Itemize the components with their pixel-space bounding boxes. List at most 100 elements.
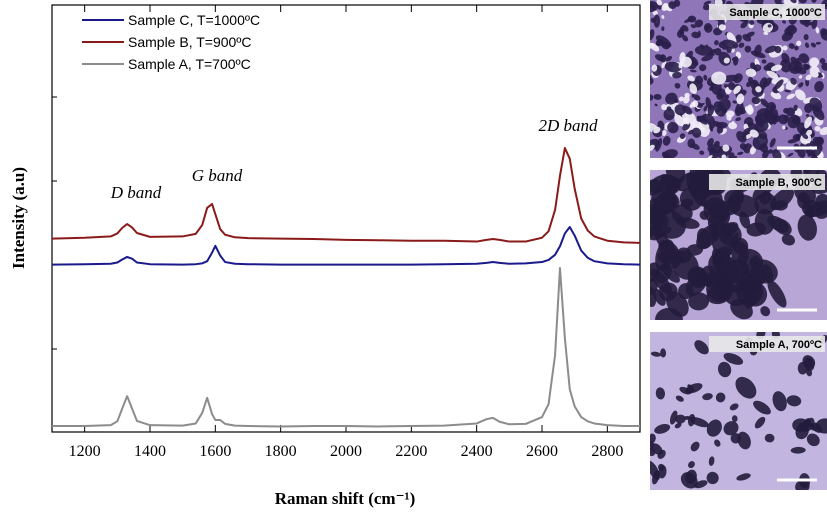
particle [702,4,711,11]
particle [781,234,795,246]
particle [735,117,742,122]
particle [708,223,720,241]
particle [801,133,809,140]
particle [665,92,678,105]
particle [694,340,709,355]
series-line [51,226,641,266]
particle [767,24,772,28]
particle [713,101,726,117]
particle [650,225,663,241]
particle [738,42,745,48]
particle [714,439,721,447]
particle [758,77,768,91]
particle [747,77,754,84]
particle [705,25,711,31]
particle [768,149,774,154]
particle [650,94,654,101]
particle [716,126,724,134]
particle [751,96,761,105]
particle [706,419,722,437]
particle [723,352,744,365]
particle [690,143,700,150]
micrograph: Sample A, 700ºC [650,332,827,490]
particle [695,75,704,84]
annotation: 2D band [538,116,598,135]
particle [815,41,821,45]
particle [755,112,768,126]
particle [661,41,670,50]
particle [805,74,812,81]
particle [679,26,684,36]
particle [661,265,680,283]
particle [679,133,686,140]
particle [739,143,748,151]
particle [812,0,817,3]
particle [743,127,751,135]
x-axis-label: Raman shift (cm⁻¹) [275,489,416,508]
particle [687,15,697,23]
particle [661,15,665,19]
particle [654,423,671,434]
particle [790,56,798,64]
particle [753,64,762,72]
particle [772,391,787,412]
particle [707,144,722,154]
particle [660,348,667,358]
particle [788,43,795,49]
particle [659,54,667,63]
particle [702,393,713,401]
label-bg [709,336,825,352]
particle [744,45,752,53]
legend-label: Sample B, T=900ºC [128,34,252,50]
particle [723,57,730,64]
particle [802,355,816,369]
particle [815,418,827,434]
particle [794,45,799,51]
particle [736,473,751,481]
particle [790,446,806,454]
x-tick-label: 1600 [199,443,231,460]
particle [782,20,786,24]
particle [672,71,682,79]
particle [812,136,821,147]
particle [787,114,801,129]
particle [785,107,796,117]
micrograph: Sample C, 1000ºC [650,0,827,158]
particle [661,60,667,69]
particle [650,278,658,295]
particle [764,433,775,443]
particle [787,152,794,157]
particle [790,77,797,85]
particle [806,148,810,152]
particle [753,400,771,415]
particle [655,38,663,46]
particle [806,433,820,447]
particle [666,106,672,111]
particle [793,65,807,75]
particle [769,137,776,148]
particle [708,456,715,466]
particle [679,187,703,211]
particle [665,55,673,62]
particle [804,42,810,49]
particle [690,441,700,452]
particle [820,29,827,41]
particle [696,115,706,122]
particle [786,24,796,32]
particle [651,64,658,72]
particle [655,387,666,400]
particle [699,150,705,155]
particle [687,75,695,82]
panel-label: Sample B, 900ºC [735,177,822,189]
particle [750,50,766,59]
particle [667,121,679,134]
particle [794,89,806,101]
particle [724,189,744,207]
particle [662,135,671,146]
particle [707,155,713,158]
particle [653,288,666,306]
particle [793,104,798,112]
particle [674,422,682,429]
particle [711,71,727,85]
particle [658,240,680,261]
